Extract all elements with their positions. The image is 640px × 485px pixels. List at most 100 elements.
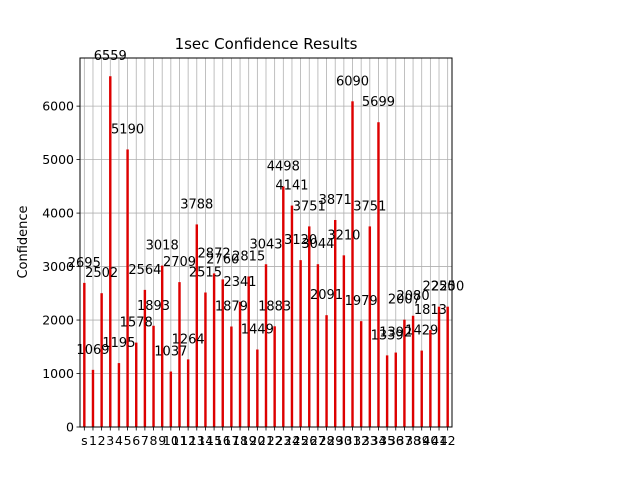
bar <box>212 273 216 427</box>
data-label: 3018 <box>146 239 179 254</box>
bar <box>385 355 389 427</box>
data-label: 1979 <box>345 294 378 309</box>
bar <box>333 219 337 427</box>
data-label: 4141 <box>275 179 308 194</box>
data-label: 1883 <box>258 299 291 314</box>
x-tick-label: 5 <box>124 433 132 448</box>
bar <box>160 265 164 427</box>
data-label: 3044 <box>301 237 334 252</box>
data-label: 2250 <box>431 280 464 295</box>
x-tick-label: 34 <box>371 433 387 448</box>
y-tick-label: 6000 <box>42 99 74 114</box>
bar <box>91 369 95 427</box>
x-tick-label: 14 <box>197 433 213 448</box>
bar <box>264 264 268 427</box>
x-tick-label: 13 <box>189 433 205 448</box>
data-label: 2815 <box>232 249 265 264</box>
x-tick-label: 23 <box>275 433 291 448</box>
x-tick-label: 28 <box>319 433 335 448</box>
x-tick-label: 4 <box>115 433 123 448</box>
x-tick-label: 21 <box>258 433 274 448</box>
x-tick-label: 19 <box>241 433 257 448</box>
data-label: 1339 <box>371 328 404 343</box>
bar <box>152 325 155 427</box>
bar <box>195 224 199 427</box>
data-label: 1069 <box>76 343 109 358</box>
data-label: 1037 <box>154 345 187 360</box>
y-axis-ticks: 0 1000 2000 3000 4000 5000 6000 <box>42 99 80 435</box>
data-label: 2872 <box>198 246 231 261</box>
x-tick-label: 42 <box>440 433 456 448</box>
x-tick-label: 2 <box>98 433 106 448</box>
data-label: 2502 <box>85 266 118 281</box>
bar <box>420 350 423 427</box>
bar <box>351 101 354 428</box>
bar <box>100 293 103 427</box>
x-tick-label: 6 <box>132 433 140 448</box>
x-tick-label: 3 <box>106 433 114 448</box>
x-tick-label: 36 <box>388 433 404 448</box>
x-tick-label: 25 <box>293 433 309 448</box>
y-tick-label: 0 <box>66 420 74 435</box>
data-label: 6090 <box>336 74 369 89</box>
data-label: 1879 <box>215 300 248 315</box>
bar <box>325 315 328 427</box>
x-tick-label: 37 <box>396 433 412 448</box>
data-label: 2695 <box>68 256 101 271</box>
data-label: 2080 <box>397 289 430 304</box>
x-tick-label: 16 <box>215 433 231 448</box>
bar <box>377 122 380 428</box>
bar <box>368 226 372 427</box>
x-tick-label: 17 <box>223 433 239 448</box>
bar <box>186 359 190 427</box>
data-labels: 2695 1069 2502 6559 1195 5190 1578 2564 1893 3018… <box>68 49 464 359</box>
bar <box>359 321 363 427</box>
bar <box>282 186 285 427</box>
x-tick-label: 32 <box>353 433 369 448</box>
bar <box>273 326 276 427</box>
data-label: 3751 <box>353 199 386 214</box>
bars <box>83 76 449 428</box>
x-tick-label: 39 <box>414 433 430 448</box>
bar <box>429 330 432 427</box>
data-label: 1392 <box>379 326 412 341</box>
data-label: 3751 <box>293 199 326 214</box>
y-tick-label: 4000 <box>42 206 74 221</box>
bar <box>308 226 311 427</box>
x-tick-label: 38 <box>405 433 421 448</box>
data-label: 3210 <box>327 228 360 243</box>
bar <box>290 205 294 427</box>
y-tick-label: 5000 <box>42 152 74 167</box>
bar <box>221 279 224 427</box>
bar <box>411 315 415 427</box>
data-label: 6559 <box>94 49 127 64</box>
bar <box>83 282 86 427</box>
x-tick-label: 27 <box>310 433 326 448</box>
x-tick-label: 9 <box>158 433 166 448</box>
x-tick-label: 20 <box>249 433 265 448</box>
bar <box>394 352 397 427</box>
x-tick-label: 8 <box>150 433 158 448</box>
x-tick-label: 41 <box>431 433 447 448</box>
data-label: 5699 <box>362 95 395 110</box>
x-tick-label: 33 <box>362 433 378 448</box>
x-tick-label: 35 <box>379 433 395 448</box>
data-label: 2007 <box>388 293 421 308</box>
data-label: 2091 <box>310 288 343 303</box>
y-tick-label: 1000 <box>42 366 74 381</box>
x-tick-label: 1 <box>89 433 97 448</box>
data-label: 2341 <box>223 275 256 290</box>
y-tick-label: 3000 <box>42 259 74 274</box>
x-tick-label: 31 <box>345 433 361 448</box>
x-tick-label: 7 <box>141 433 149 448</box>
bar <box>143 289 147 427</box>
bar <box>178 282 181 427</box>
data-label: 1578 <box>120 316 153 331</box>
bar <box>238 301 242 427</box>
bar <box>117 363 121 427</box>
x-tick-label: 12 <box>180 433 196 448</box>
chart-title: 1sec Confidence Results <box>175 35 358 53</box>
